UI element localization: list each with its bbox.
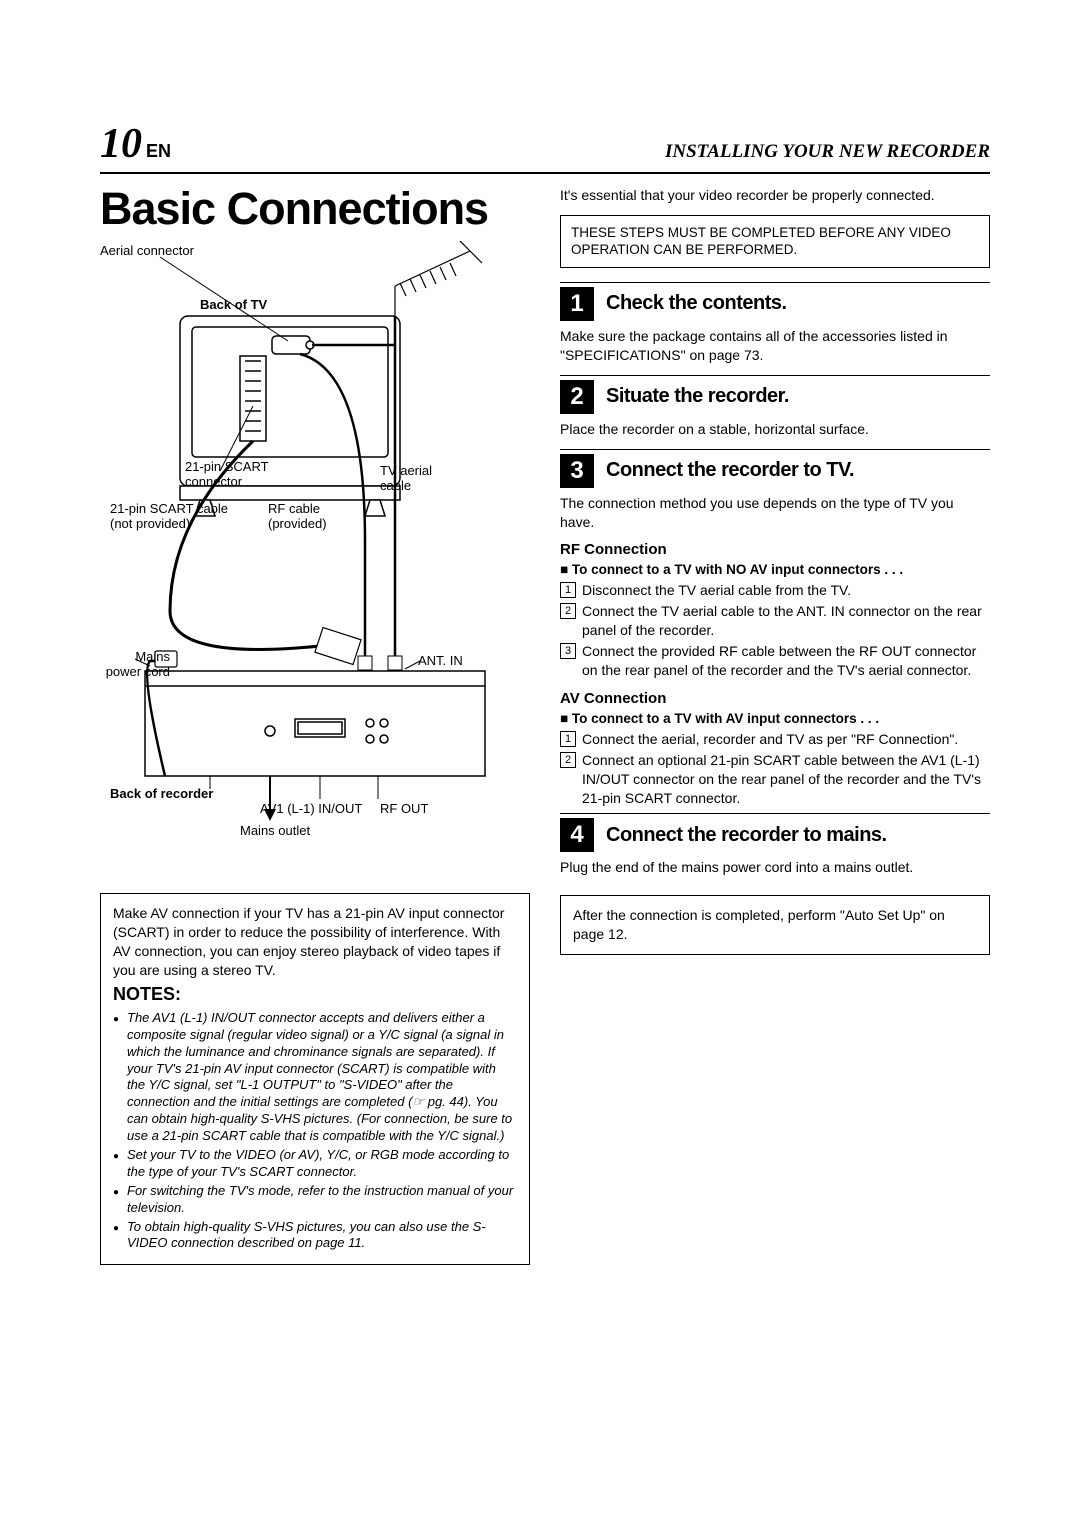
- label-back-of-recorder: Back of recorder: [110, 786, 213, 801]
- av-item: Connect an optional 21-pin SCART cable b…: [560, 751, 990, 808]
- left-column: Basic Connections: [100, 186, 530, 1273]
- final-box: After the connection is completed, perfo…: [560, 895, 990, 955]
- av-info-text: Make AV connection if your TV has a 21-p…: [113, 905, 504, 978]
- intro-text: It's essential that your video recorder …: [560, 186, 990, 205]
- step-4-header: 4 Connect the recorder to mains.: [560, 813, 990, 852]
- step-3-title: Connect the recorder to TV.: [606, 459, 854, 482]
- label-scart-cable: 21-pin SCART cable (not provided): [110, 501, 230, 531]
- label-ant-in: ANT. IN: [418, 653, 463, 668]
- warning-box: THESE STEPS MUST BE COMPLETED BEFORE ANY…: [560, 215, 990, 268]
- av-info-box: Make AV connection if your TV has a 21-p…: [100, 893, 530, 1265]
- step-3-body: The connection method you use depends on…: [560, 494, 990, 532]
- main-heading: Basic Connections: [100, 186, 530, 231]
- av-heading: AV Connection: [560, 690, 990, 707]
- step-4-title: Connect the recorder to mains.: [606, 824, 887, 847]
- section-title: INSTALLING YOUR NEW RECORDER: [665, 141, 990, 163]
- step-4-body: Plug the end of the mains power cord int…: [560, 858, 990, 877]
- note-item: Set your TV to the VIDEO (or AV), Y/C, o…: [113, 1147, 517, 1181]
- note-item: For switching the TV's mode, refer to th…: [113, 1183, 517, 1217]
- step-1-header: 1 Check the contents.: [560, 282, 990, 321]
- label-aerial-connector: Aerial connector: [100, 243, 194, 258]
- step-1-number: 1: [560, 287, 594, 321]
- diagram-svg: [100, 241, 530, 881]
- rf-item: Connect the TV aerial cable to the ANT. …: [560, 602, 990, 640]
- step-3-number: 3: [560, 454, 594, 488]
- notes-heading: NOTES:: [113, 982, 517, 1006]
- label-scart-connector: 21-pin SCART connector: [185, 459, 285, 489]
- step-4-number: 4: [560, 818, 594, 852]
- connection-diagram: Aerial connector Back of TV 21-pin SCART…: [100, 241, 530, 881]
- right-column: It's essential that your video recorder …: [560, 186, 990, 1273]
- page-number-block: 10EN: [100, 120, 171, 168]
- note-item: The AV1 (L-1) IN/OUT connector accepts a…: [113, 1010, 517, 1145]
- note-item: To obtain high-quality S-VHS pictures, y…: [113, 1219, 517, 1253]
- page-number: 10: [100, 121, 142, 167]
- step-1-title: Check the contents.: [606, 292, 787, 315]
- label-back-of-tv: Back of TV: [200, 297, 267, 312]
- rf-sub: To connect to a TV with NO AV input conn…: [560, 562, 990, 577]
- step-1-body: Make sure the package contains all of th…: [560, 327, 990, 365]
- step-2-header: 2 Situate the recorder.: [560, 375, 990, 414]
- step-2-body: Place the recorder on a stable, horizont…: [560, 420, 990, 439]
- content-columns: Basic Connections: [100, 186, 990, 1273]
- step-2-title: Situate the recorder.: [606, 385, 789, 408]
- rf-item: Disconnect the TV aerial cable from the …: [560, 581, 990, 600]
- av-sub: To connect to a TV with AV input connect…: [560, 711, 990, 726]
- notes-list: The AV1 (L-1) IN/OUT connector accepts a…: [113, 1010, 517, 1252]
- av-item: Connect the aerial, recorder and TV as p…: [560, 730, 990, 749]
- label-tv-aerial-cable: TV aerial cable: [380, 463, 460, 493]
- rf-item: Connect the provided RF cable between th…: [560, 642, 990, 680]
- label-rf-cable: RF cable (provided): [268, 501, 358, 531]
- rf-heading: RF Connection: [560, 541, 990, 558]
- step-2-number: 2: [560, 380, 594, 414]
- label-av1: AV1 (L-1) IN/OUT: [260, 801, 362, 816]
- label-rf-out: RF OUT: [380, 801, 428, 816]
- label-mains-outlet: Mains outlet: [240, 823, 310, 838]
- page-lang: EN: [146, 141, 171, 161]
- av-list: Connect the aerial, recorder and TV as p…: [560, 730, 990, 808]
- label-mains-cord: Mains power cord: [100, 649, 170, 679]
- page-header: 10EN INSTALLING YOUR NEW RECORDER: [100, 120, 990, 174]
- step-3-header: 3 Connect the recorder to TV.: [560, 449, 990, 488]
- rf-list: Disconnect the TV aerial cable from the …: [560, 581, 990, 679]
